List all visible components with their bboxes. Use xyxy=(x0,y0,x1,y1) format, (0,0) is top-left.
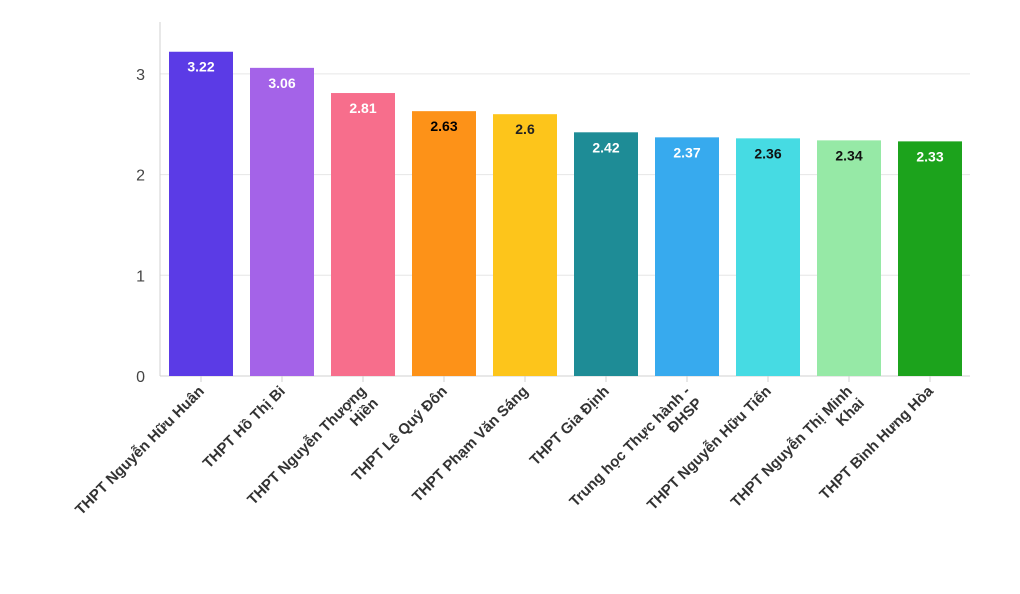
bar-value-label: 2.63 xyxy=(430,118,457,134)
bar xyxy=(736,138,800,376)
value-labels: 3.22 3.06 2.81 2.63 2.6 2.42 2.37 2.36 2.34 2.33 xyxy=(187,59,943,165)
bar-value-label: 2.37 xyxy=(673,144,700,160)
bar xyxy=(250,67,314,376)
bar xyxy=(817,140,881,376)
bar xyxy=(898,141,962,376)
bar xyxy=(412,111,476,376)
y-tick-label: 0 xyxy=(136,369,145,386)
x-tick-label: THPT Gia Định xyxy=(527,383,613,469)
x-tick-label-line: THPT Gia Định xyxy=(527,383,613,469)
y-tick-label: 2 xyxy=(136,168,145,185)
x-tick-label: THPT Hồ Thị Bi xyxy=(200,383,289,472)
x-tick-label-line: THPT Hồ Thị Bi xyxy=(200,383,289,472)
bar-value-label: 2.36 xyxy=(754,145,781,161)
bar-value-label: 2.42 xyxy=(592,139,619,155)
bar-value-label: 3.22 xyxy=(187,59,214,75)
bar xyxy=(655,137,719,376)
bar-value-label: 2.34 xyxy=(835,147,862,163)
x-tick-label: THPT Nguyễn Hữu Huân xyxy=(72,383,208,519)
bars xyxy=(169,51,962,377)
bar xyxy=(493,114,557,377)
bar-value-label: 2.6 xyxy=(515,121,535,137)
bar xyxy=(169,51,233,376)
y-tick-labels: 0 1 2 3 xyxy=(136,67,145,386)
bar-value-label: 3.06 xyxy=(268,75,295,91)
bar-value-label: 2.81 xyxy=(349,100,376,116)
bar xyxy=(331,93,395,377)
x-tick-label-line: THPT Nguyễn Hữu Huân xyxy=(72,383,208,519)
y-tick-label: 1 xyxy=(136,268,145,285)
y-tick-label: 3 xyxy=(136,67,145,84)
bar xyxy=(574,132,638,376)
bar-value-label: 2.33 xyxy=(916,148,943,164)
